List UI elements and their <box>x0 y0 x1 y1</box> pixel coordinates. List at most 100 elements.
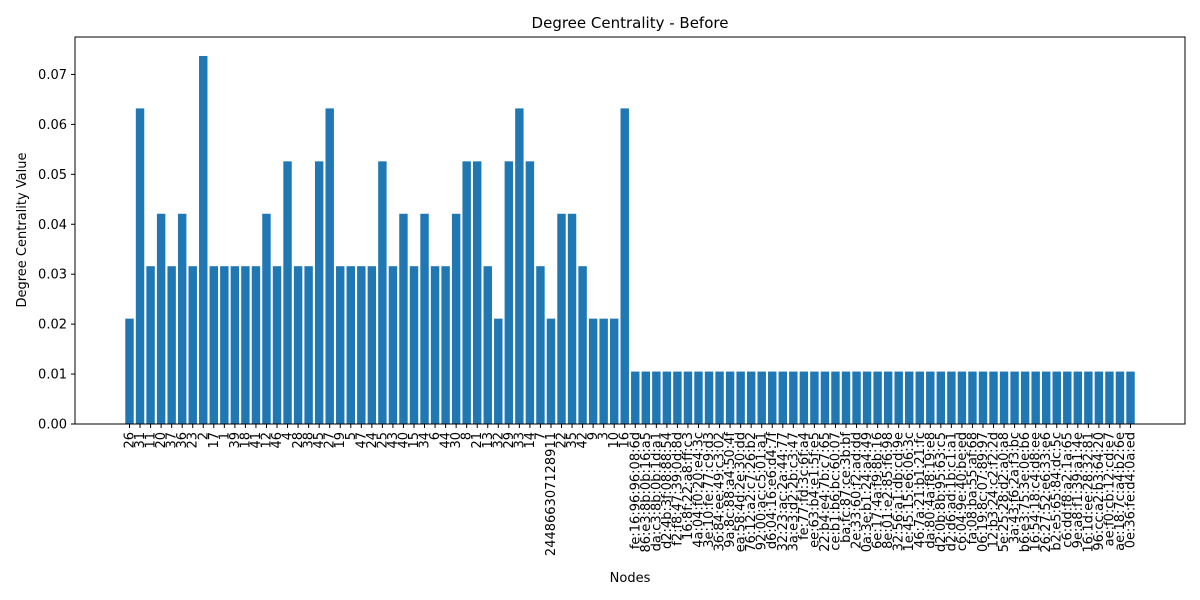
x-tick-label: 4 <box>281 432 296 440</box>
x-tick-label: fe:16:96:96:08:6d <box>628 432 643 549</box>
bar <box>336 266 345 424</box>
x-tick-label: 21 <box>470 432 485 449</box>
bar <box>778 371 787 424</box>
x-tick-label: 37 <box>165 432 180 449</box>
x-tick-label: ba:fc:87:ce:3b:bf <box>839 432 854 543</box>
bar <box>1063 371 1072 424</box>
x-tick-label: d2:4b:3f:08:88:54 <box>660 432 675 549</box>
x-tick-label: 32:56:a1:db:cd:9e <box>892 432 907 551</box>
y-tick-label: 0.04 <box>38 218 67 233</box>
x-tick-label: 1 <box>217 432 232 440</box>
bar <box>662 371 672 424</box>
bar <box>1115 371 1125 424</box>
bar <box>683 371 693 424</box>
bar <box>968 371 977 424</box>
bar <box>525 161 535 424</box>
bar <box>768 371 777 424</box>
x-tick-label: 92:00:ac:c5:01:a1 <box>755 432 770 550</box>
x-tick-label: 16:54:18:c4:d8:ee <box>1029 432 1044 551</box>
bar <box>831 371 840 424</box>
x-tick-label: ee:63:b4:e1:5f:e5 <box>807 432 822 548</box>
bar <box>483 266 492 424</box>
x-tick-label: 14 <box>523 432 538 449</box>
bar <box>420 213 429 424</box>
x-tick-label: 8e:01:e2:85:f6:98 <box>881 432 896 549</box>
x-tick-label: b6:e3:75:3e:0e:b6 <box>1018 432 1033 552</box>
bar <box>1020 371 1030 424</box>
x-tick-label: 5e:25:28:d2:a0:a8 <box>997 432 1012 552</box>
bar <box>1041 371 1051 424</box>
bar <box>1084 371 1093 424</box>
bar <box>578 266 587 424</box>
bar <box>272 266 282 424</box>
x-tick-label: 38 <box>302 432 317 449</box>
bar <box>1010 371 1019 424</box>
x-tick-label: 1e:45:15:e6:06:3c <box>902 432 917 551</box>
bar <box>409 266 419 424</box>
x-tick-label: 0a:3e:b1:24:a4:49 <box>860 432 875 552</box>
bar <box>241 266 250 424</box>
x-axis-title: Nodes <box>610 571 651 586</box>
x-tick-label: b2:e5:65:84:dc:5c <box>1050 432 1065 551</box>
bar <box>757 371 766 424</box>
bar <box>1105 371 1114 424</box>
y-tick-label: 0.02 <box>38 318 67 333</box>
bar <box>820 371 830 424</box>
x-tick-label: 12 <box>259 432 274 449</box>
x-tick-label: 34 <box>418 432 433 449</box>
x-tick-label: 10 <box>607 432 622 449</box>
x-tick-label: 22:b4:e4:7b:c7:65 <box>818 432 833 552</box>
x-tick-label: 23 <box>186 432 201 449</box>
bar <box>177 213 187 424</box>
x-tick-label: 13 <box>481 432 496 449</box>
x-tick-label: 27 <box>323 432 338 449</box>
bar <box>346 266 355 424</box>
x-tick-label: 45 <box>312 432 327 449</box>
x-tick-label: 35 <box>565 432 580 449</box>
x-tick-label: 46:7a:21:b1:21:fc <box>913 432 928 548</box>
bar <box>704 371 714 424</box>
y-tick-label: 0.00 <box>38 418 67 433</box>
x-tick-label: 36 <box>175 432 190 449</box>
bar <box>199 55 208 424</box>
bar <box>451 213 461 424</box>
bar <box>430 266 440 424</box>
x-tick-label: 18 <box>238 432 253 449</box>
bar <box>588 318 598 424</box>
x-tick-label: ae:18:7c:a4:b2:6e <box>1113 432 1128 551</box>
bar <box>557 213 566 424</box>
bar <box>546 318 556 424</box>
x-tick-label: d2:0b:8b:95:63:c5 <box>934 432 949 552</box>
x-tick-label: 4a:04:f0:20:e4:3c <box>691 432 706 548</box>
bar <box>841 371 851 424</box>
y-tick-label: 0.05 <box>38 168 67 183</box>
x-tick-label: 39 <box>228 432 243 449</box>
x-tick-label: 0e:36:fe:d4:0a:ed <box>1124 432 1139 548</box>
x-tick-label: ce:b1:b6:bc:60:07 <box>828 432 843 551</box>
x-tick-label: 41 <box>249 432 264 449</box>
x-tick-label: 19 <box>333 432 348 449</box>
bar <box>399 213 408 424</box>
bar <box>599 318 608 424</box>
bar <box>494 318 503 424</box>
plot-frame <box>74 36 1186 425</box>
x-tick-label: 33 <box>512 432 527 449</box>
bar <box>978 371 988 424</box>
bar <box>283 161 292 424</box>
y-tick-label: 0.01 <box>38 368 67 383</box>
x-tick-label: ae:f0:cb:12:cd:e7 <box>1102 432 1117 546</box>
x-tick-label: 40 <box>396 432 411 449</box>
chart-title: Degree Centrality - Before <box>532 14 729 32</box>
bar <box>1031 371 1040 424</box>
x-tick-label: 30 <box>449 432 464 449</box>
bar <box>357 266 366 424</box>
bar <box>905 371 914 424</box>
x-tick-label: 06:19:8c:07:89:97 <box>976 432 991 552</box>
x-tick-label: 15 <box>407 432 422 449</box>
x-tick-label: 44 <box>439 432 454 449</box>
bar <box>146 266 155 424</box>
bar <box>799 371 809 424</box>
x-tick-label: f2:f8:47:39:0d:8d <box>670 432 685 546</box>
bar <box>641 371 651 424</box>
bar <box>515 108 524 424</box>
